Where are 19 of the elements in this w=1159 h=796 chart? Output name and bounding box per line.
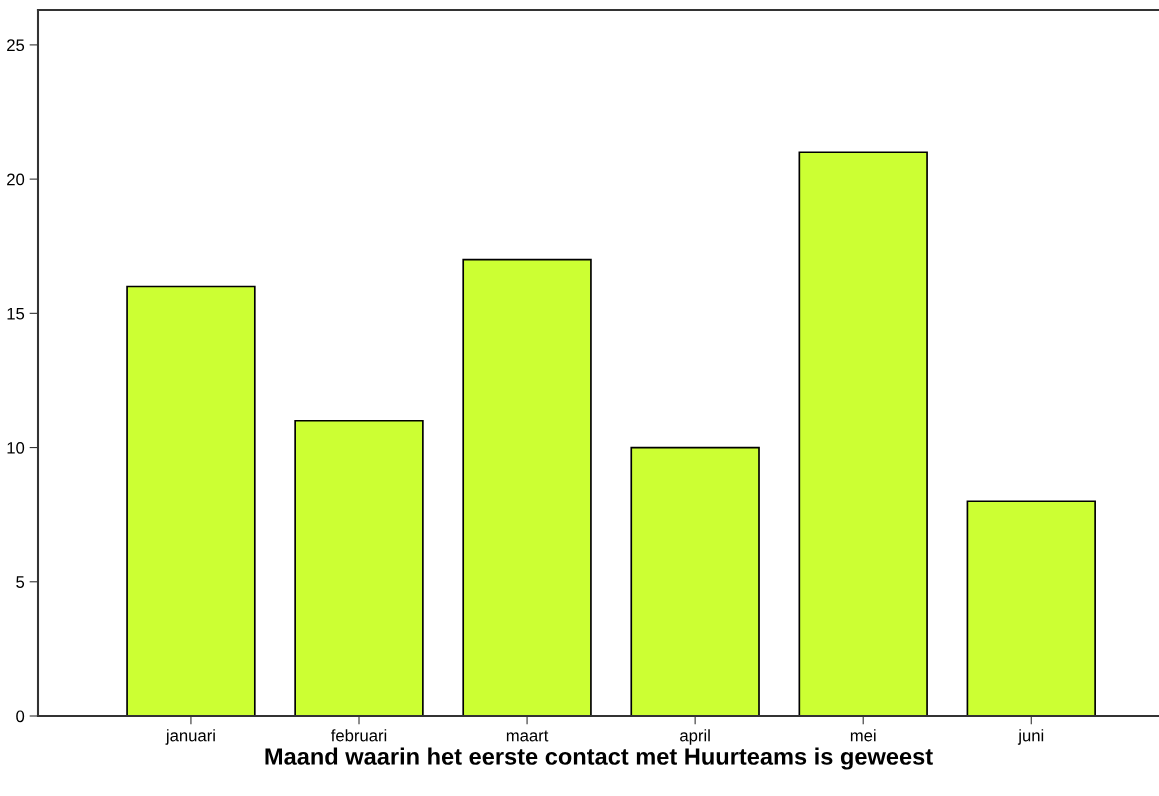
bar [462, 258, 592, 716]
x-tick-label: mei [850, 729, 876, 742]
bar [294, 419, 424, 716]
x-tick-label: juni [1017, 729, 1044, 745]
y-tick-label: 25 [7, 39, 25, 52]
x-tick-label: april [680, 729, 710, 745]
bar [126, 285, 256, 716]
x-tick-label: januari [165, 729, 215, 745]
bar [966, 500, 1096, 716]
y-tick-label: 20 [7, 173, 25, 186]
y-tick-label: 15 [7, 307, 25, 320]
x-axis-title: Maand waarin het eerste contact met Huurteams is geweest [265, 747, 933, 770]
y-tick-label: 10 [7, 441, 25, 454]
y-tick-label: 5 [16, 576, 25, 588]
bar [798, 151, 928, 716]
y-tick-label: 0 [16, 710, 25, 723]
x-tick-label: februari [330, 729, 387, 742]
x-tick-label: maart [506, 730, 549, 742]
bar [630, 446, 760, 716]
